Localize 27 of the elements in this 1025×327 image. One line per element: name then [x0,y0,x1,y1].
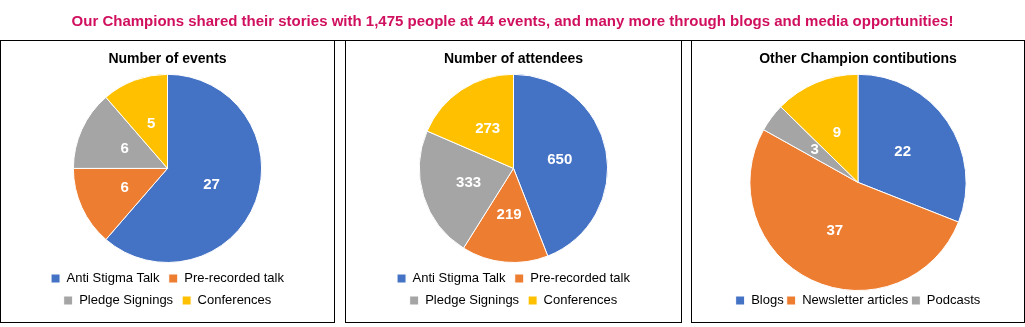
legend-label: Newsletter articles [802,292,909,308]
data-label: 27 [203,174,220,192]
text: Our Champions shared their stories with 1,475 people at 44 events, and many more through blogs and media opportunities! [71,11,954,29]
data-label: 5 [146,114,156,132]
legend-label: Anti Stigma Talk [66,270,161,286]
legend-label: Pre-recorded talk [529,270,630,286]
legend-label: Podcasts [926,292,981,308]
data-label: 9 [832,122,842,140]
data-label: 6 [120,178,129,196]
chart-title: Other Champion contibutions [759,50,957,67]
legend-label: Pledge Signings [424,292,520,308]
legend-label: Conferences [543,292,618,308]
chart-title: Number of attendees [443,50,583,67]
data-label: 3 [810,140,819,158]
data-label: 6 [120,139,129,156]
data-label: 22 [894,142,912,160]
legend-label: Blogs [751,292,785,308]
chart-title: Number of events [108,50,227,67]
legend-label: Pledge Signings [79,292,174,308]
data-label: 273 [474,119,500,137]
data-label: 219 [496,205,522,223]
legend-label: Pre-recorded talk [184,270,285,286]
legend-label: Conferences [197,292,272,308]
legend-label: Anti Stigma Talk [412,270,506,286]
data-label: 37 [826,221,844,239]
data-label: 650 [546,149,572,167]
data-label: 333 [455,172,481,190]
